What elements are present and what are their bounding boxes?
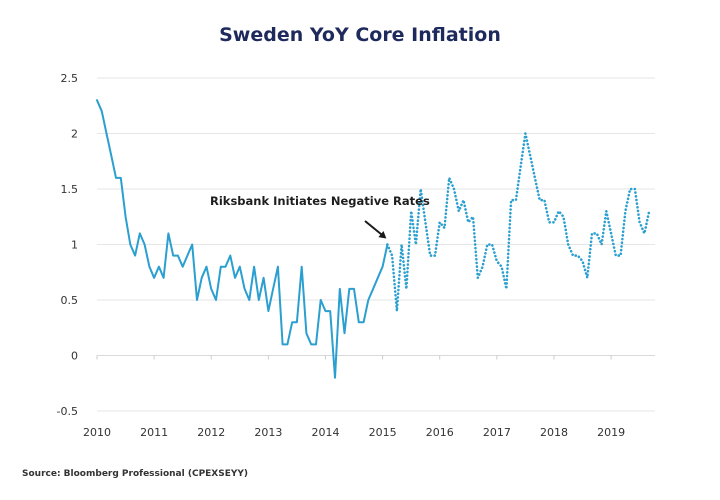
annotation-layer: Riksbank Initiates Negative Rates	[210, 194, 430, 239]
x-tick-label: 2018	[540, 426, 568, 439]
y-tick-label: 2.5	[61, 72, 79, 85]
x-tick-label: 2019	[597, 426, 625, 439]
annotation-arrow-shaft	[364, 220, 384, 237]
x-tick-label: 2010	[83, 426, 111, 439]
series-layer	[96, 99, 651, 379]
y-tick-label: 0.5	[61, 294, 79, 307]
y-axis-ticks: 2.5 2 1.5 1 0.5 0 -0.5	[57, 72, 78, 418]
y-tick-label: 1	[71, 239, 78, 252]
y-tick-label: 1.5	[61, 183, 79, 196]
series-line-after-negative-rates	[386, 132, 651, 313]
chart-title: Sweden YoY Core Inflation	[219, 24, 501, 46]
x-tick-label: 2013	[254, 426, 282, 439]
x-tick-label: 2014	[311, 426, 339, 439]
y-tick-label: 2	[71, 128, 78, 141]
x-tick-label: 2012	[197, 426, 225, 439]
annotation-label: Riksbank Initiates Negative Rates	[210, 194, 430, 208]
source-note: Source: Bloomberg Professional (CPEXSEYY…	[22, 469, 249, 479]
annotation-arrow-head-icon	[378, 230, 387, 239]
x-tick-label: 2015	[369, 426, 397, 439]
x-tick-label: 2011	[140, 426, 168, 439]
gridlines	[97, 77, 655, 412]
y-tick-label: 0	[71, 350, 78, 363]
x-tick-label: 2016	[426, 426, 454, 439]
x-axis-ticks: 2010 2011 2012 2013 2014 2015 2016 2017 2018 2019	[83, 355, 625, 439]
series-line-before-negative-rates	[96, 99, 389, 379]
y-tick-label: -0.5	[57, 405, 78, 418]
x-tick-label: 2017	[483, 426, 511, 439]
